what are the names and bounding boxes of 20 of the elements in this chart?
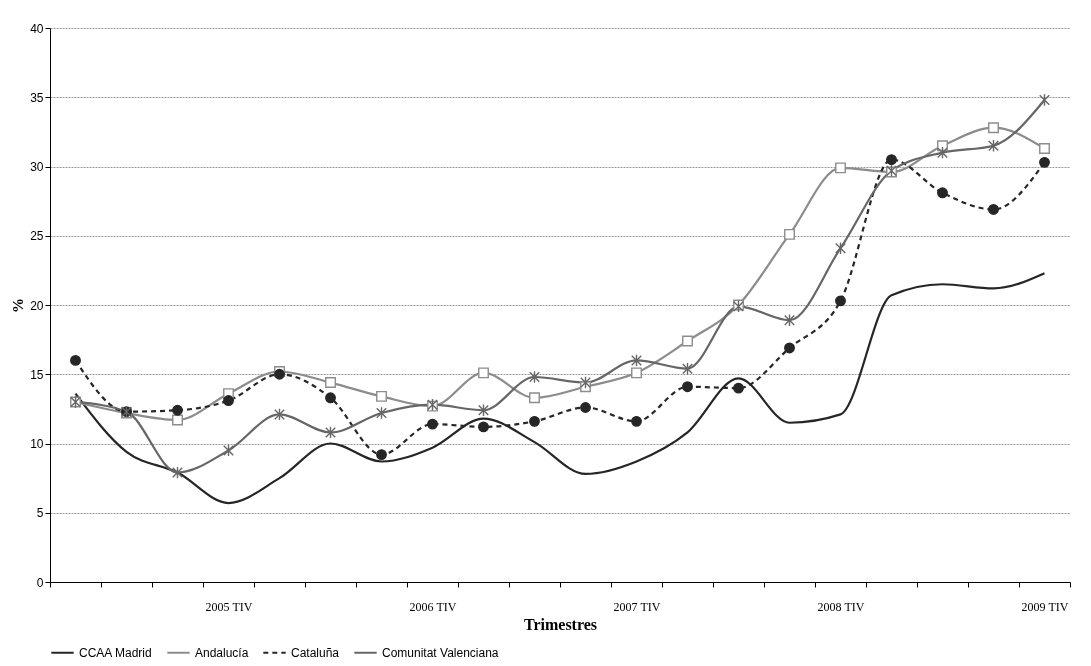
x-tick-label: 2009 TIV	[1021, 599, 1069, 614]
x-tick-label: 2008 TIV	[817, 599, 865, 614]
y-tick-label: 20	[30, 298, 44, 313]
x-tick-label: 2006 TIV	[409, 599, 457, 614]
y-tick-label: 10	[30, 437, 44, 451]
y-tick-label: 25	[30, 229, 44, 244]
y-tick-label: 40	[30, 21, 44, 36]
x-tick-label: 2007 TIV	[613, 599, 661, 614]
y-tick-label: 30	[30, 160, 44, 174]
legend-label: Comunitat Valenciana	[382, 645, 499, 660]
legend-label: Andalucía	[195, 645, 249, 660]
y-tick-label: 15	[30, 367, 44, 382]
x-tick-label: 2005 TIV	[205, 599, 253, 614]
legend-label: Cataluña	[291, 645, 340, 660]
y-tick-label: 0	[36, 575, 44, 590]
x-axis-title: Trimestres	[523, 615, 598, 633]
y-tick-label: 5	[36, 506, 44, 521]
y-tick-label: 35	[30, 90, 44, 105]
legend-label: CCAA Madrid	[79, 645, 152, 660]
y-axis-title: %	[10, 298, 27, 313]
